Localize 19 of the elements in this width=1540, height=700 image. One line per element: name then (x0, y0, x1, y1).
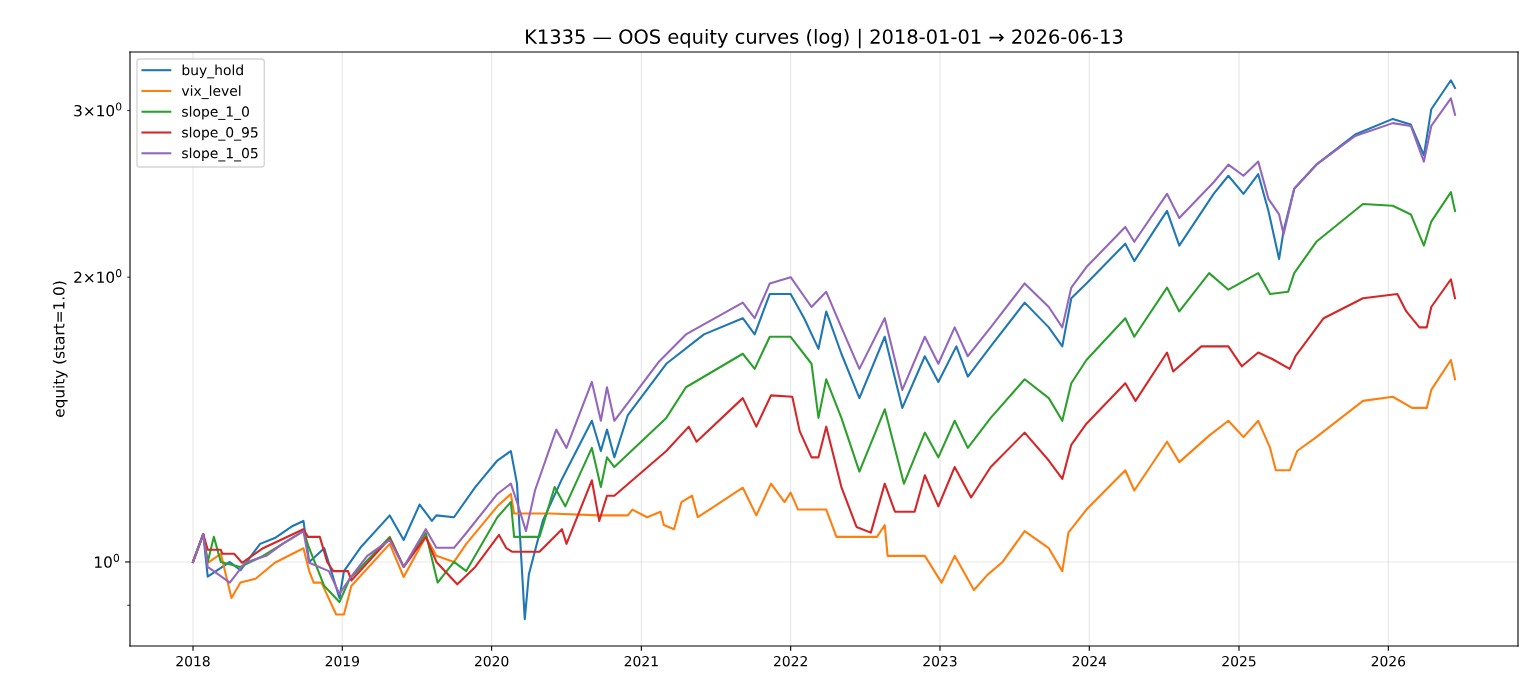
x-tick-label: 2026 (1371, 655, 1406, 667)
x-tick-label: 2023 (923, 655, 957, 667)
y-axis-title: equity (start=1.0) (52, 281, 68, 417)
x-tick-label: 2024 (1072, 655, 1107, 667)
x-tick-label: 2025 (1222, 655, 1256, 667)
legend-label: slope_0_95 (182, 126, 258, 141)
x-tick-label: 2019 (325, 655, 360, 667)
x-tick-label: 2020 (474, 655, 509, 667)
legend-label: slope_1_05 (182, 147, 258, 162)
x-tick-label: 2021 (624, 655, 658, 667)
y-tick-label: 2×10$^{0}$ (74, 269, 122, 284)
legend-label: vix_level (181, 85, 241, 100)
chart-title: K1335 — OOS equity curves (log) | 2018-01-01 → 2026-06-13 (526, 28, 1123, 49)
x-tick-label: 2022 (774, 655, 807, 667)
x-tick-label: 2018 (176, 655, 210, 667)
y-tick-label: 10$^{0}$ (95, 553, 120, 568)
legend-label: buy_hold (182, 64, 243, 79)
legend-label: slope_1_0 (182, 106, 249, 120)
y-tick-label: 3×10$^{0}$ (74, 102, 122, 117)
